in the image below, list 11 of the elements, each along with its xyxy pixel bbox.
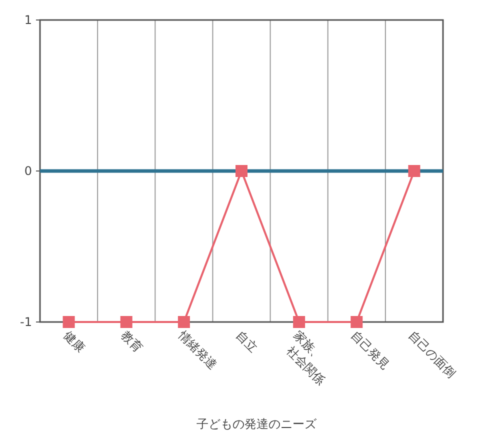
y-tick-label: 0	[24, 164, 32, 178]
y-tick-label: 1	[24, 13, 32, 27]
y-tick-label: -1	[20, 315, 32, 329]
x-tick-label: 自己の面倒	[406, 328, 458, 381]
x-tick-label: 健康	[60, 328, 88, 356]
x-tick-label: 自己発見	[348, 328, 392, 372]
x-tick-label: 自立	[233, 328, 260, 356]
x-tick-label: 家族、 社会関係	[284, 328, 328, 388]
x-axis-title: 子どもの発達のニーズ	[196, 417, 318, 431]
x-tick-label: 教育	[118, 328, 146, 356]
x-tick-label: 情緒発達	[175, 328, 220, 372]
